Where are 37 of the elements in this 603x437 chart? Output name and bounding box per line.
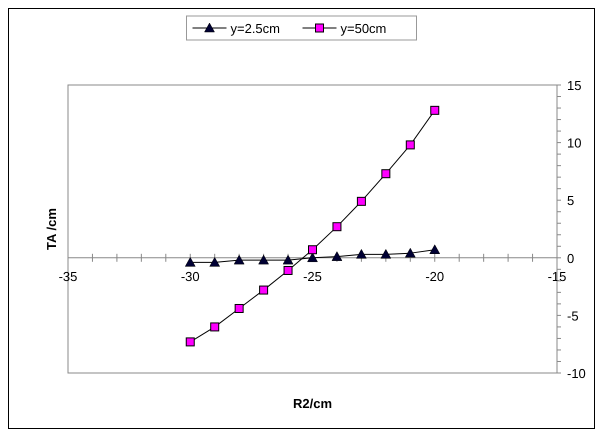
y-tick-label: -10 [567,366,586,381]
point [332,251,342,261]
legend-label: y=50cm [340,21,386,36]
point [356,249,367,259]
point [282,254,294,264]
point [259,286,268,295]
point [380,249,392,259]
point [258,254,269,264]
point [234,304,244,313]
point [186,337,195,346]
point [209,257,220,267]
point [405,248,416,258]
point [430,106,440,115]
point [210,322,220,332]
legend-label: y=2.5cm [230,21,280,36]
x-tick-label: -25 [303,268,322,284]
x-tick-label: -30 [180,268,200,284]
y-tick-label: 0 [567,250,574,266]
point [356,196,366,206]
x-tick-label: -20 [425,268,444,284]
point [406,140,415,150]
point [430,244,440,254]
point [381,169,390,178]
x-tick-label: -15 [548,268,566,284]
point [185,257,196,267]
y-tick-label: 15 [567,78,582,93]
y-axis-title: TA /cm [44,208,59,250]
point [284,266,293,275]
y-tick-label: 10 [567,136,582,151]
y-tick-label: 5 [567,193,574,208]
y-tick-label: -5 [567,308,579,324]
point [332,222,342,232]
point [234,254,244,264]
x-tick-label: -35 [58,268,78,284]
x-axis-title: R2/cm [292,396,332,411]
point [307,252,318,262]
point [308,245,317,254]
